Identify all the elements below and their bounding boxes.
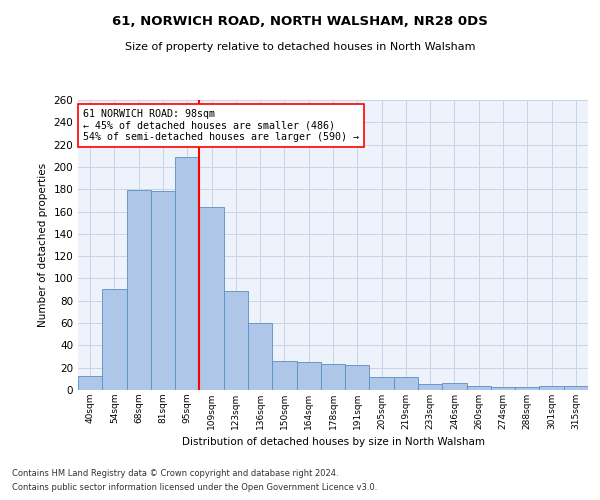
- Bar: [102, 288, 127, 390]
- Bar: [127, 190, 151, 390]
- Bar: [248, 323, 272, 390]
- Text: 61 NORWICH ROAD: 98sqm
← 45% of detached houses are smaller (486)
54% of semi-de: 61 NORWICH ROAD: 98sqm ← 45% of detached…: [83, 108, 359, 142]
- Text: Contains HM Land Registry data © Crown copyright and database right 2024.: Contains HM Land Registry data © Crown c…: [12, 468, 338, 477]
- Bar: [467, 386, 491, 390]
- Bar: [321, 364, 345, 390]
- Bar: [515, 386, 539, 390]
- Bar: [224, 290, 248, 390]
- Text: 61, NORWICH ROAD, NORTH WALSHAM, NR28 0DS: 61, NORWICH ROAD, NORTH WALSHAM, NR28 0D…: [112, 15, 488, 28]
- Bar: [539, 386, 564, 390]
- Bar: [564, 386, 588, 390]
- X-axis label: Distribution of detached houses by size in North Walsham: Distribution of detached houses by size …: [182, 438, 485, 448]
- Bar: [175, 157, 199, 390]
- Bar: [418, 384, 442, 390]
- Bar: [394, 376, 418, 390]
- Bar: [296, 362, 321, 390]
- Bar: [78, 376, 102, 390]
- Bar: [345, 366, 370, 390]
- Bar: [442, 384, 467, 390]
- Bar: [199, 207, 224, 390]
- Text: Size of property relative to detached houses in North Walsham: Size of property relative to detached ho…: [125, 42, 475, 52]
- Bar: [491, 386, 515, 390]
- Bar: [272, 361, 296, 390]
- Bar: [151, 192, 175, 390]
- Text: Contains public sector information licensed under the Open Government Licence v3: Contains public sector information licen…: [12, 484, 377, 492]
- Bar: [370, 376, 394, 390]
- Y-axis label: Number of detached properties: Number of detached properties: [38, 163, 48, 327]
